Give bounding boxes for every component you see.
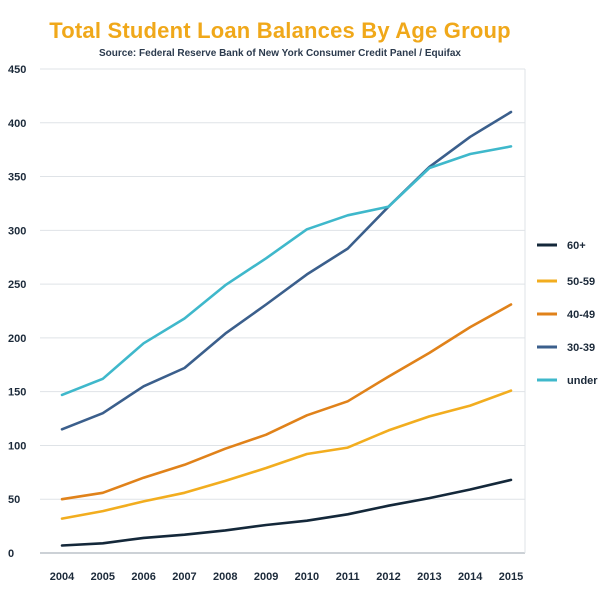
legend-item: 30-39 (537, 342, 595, 354)
x-tick-label: 2005 (91, 571, 115, 583)
y-tick-label: 0 (8, 548, 14, 560)
x-tick-label: 2015 (499, 571, 523, 583)
series-line-under (60, 145, 513, 397)
chart-title: Total Student Loan Balances By Age Group (49, 18, 511, 43)
x-tick-label: 2006 (131, 571, 155, 583)
series-line-40-49 (60, 303, 513, 501)
legend-label: under (567, 375, 598, 387)
x-tick-label: 2008 (213, 571, 237, 583)
x-tick-label: 2014 (458, 571, 483, 583)
y-tick-label: 300 (8, 225, 26, 237)
legend-item: 60+ (537, 240, 586, 252)
legend-label: 30-39 (567, 342, 595, 354)
x-tick-label: 2007 (172, 571, 196, 583)
x-tick-label: 2012 (376, 571, 400, 583)
y-tick-label: 450 (8, 64, 26, 76)
y-tick-label: 150 (8, 387, 26, 399)
legend-label: 40-49 (567, 309, 595, 321)
x-tick-label: 2009 (254, 571, 278, 583)
legend-item: 50-59 (537, 276, 595, 288)
series-line-50-59 (60, 389, 513, 520)
y-tick-label: 50 (8, 494, 20, 506)
y-axis-ticks: 0 50 100 150 200 250 300 350 400 450 (8, 64, 26, 560)
y-tick-label: 100 (8, 440, 26, 452)
chart-subtitle: Source: Federal Reserve Bank of New York… (99, 48, 461, 59)
x-tick-label: 2004 (50, 571, 75, 583)
legend-item: 40-49 (537, 309, 595, 321)
series-line-60- (60, 478, 513, 547)
series-line-30-39 (60, 110, 513, 431)
y-tick-label: 250 (8, 279, 26, 291)
legend-label: 60+ (567, 240, 586, 252)
grid-lines (40, 68, 526, 554)
legend-item: under (537, 375, 598, 387)
series-lines (60, 110, 513, 547)
y-tick-label: 400 (8, 118, 26, 130)
y-tick-label: 200 (8, 333, 26, 345)
legend-label: 50-59 (567, 276, 595, 288)
y-tick-label: 350 (8, 172, 26, 184)
x-tick-label: 2010 (295, 571, 319, 583)
x-tick-label: 2011 (336, 571, 360, 583)
x-axis-ticks: 2004 2005 2006 2007 2008 2009 2010 2011 2012 2013… (50, 571, 523, 583)
x-tick-label: 2013 (417, 571, 441, 583)
legend: 60+ 50-59 40-49 30-39 under (537, 240, 598, 387)
